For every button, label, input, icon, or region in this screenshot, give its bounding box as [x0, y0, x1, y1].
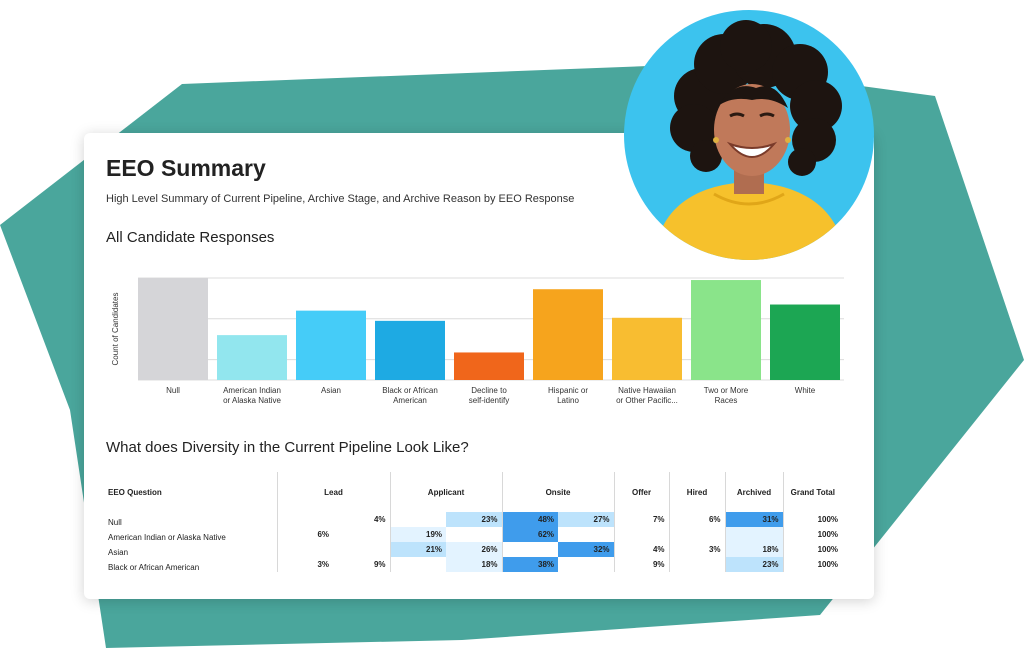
table-cell: 7% [613, 512, 670, 527]
table-cell [276, 512, 333, 527]
table-cell [276, 542, 333, 557]
table-row: Black or African American 3% 9% 18% 38% 9% 23%… [106, 557, 843, 572]
bar-5[interactable] [533, 289, 603, 380]
eeo-summary-card: EEO Summary High Level Summary of Curren… [84, 133, 874, 599]
x-tick-label: American Indian [223, 386, 281, 395]
page-subtitle: High Level Summary of Current Pipeline, … [106, 193, 575, 205]
table-cell [558, 527, 614, 542]
row-label: Black or African American [108, 563, 200, 572]
x-tick-label: Races [715, 396, 738, 405]
table-header-row: EEO Question Lead Applicant Onsite Offer… [106, 472, 843, 512]
table-cell: 3% [668, 542, 726, 557]
bar-7[interactable] [691, 280, 761, 380]
table-row: Null 4% 23% 48% 27% 7% 6% 31% 100% [106, 512, 843, 527]
header-archived: Archived [724, 472, 784, 512]
bar-8[interactable] [770, 304, 840, 380]
bar-4[interactable] [454, 352, 524, 380]
chart-section-title: All Candidate Responses [106, 229, 275, 246]
table-row: American Indian or Alaska Native 6% 19% 62%… [106, 527, 843, 542]
table-cell: 21% [389, 542, 447, 557]
row-label: Null [108, 518, 122, 527]
table-cell: 18% [724, 542, 784, 557]
table-cell: 19% [389, 527, 447, 542]
table-cell [333, 527, 390, 542]
x-tick-label: Latino [557, 396, 579, 405]
x-tick-label: White [795, 386, 816, 395]
row-label: Asian [108, 548, 129, 557]
header-hired: Hired [668, 472, 726, 512]
table-cell: 6% [276, 527, 333, 542]
x-tick-label: or Other Pacific... [616, 396, 678, 405]
x-tick-label: Asian [321, 386, 341, 395]
candidate-photo [624, 10, 874, 260]
x-tick-label: Two or More [704, 386, 749, 395]
header-lead: Lead [276, 472, 391, 512]
x-tick-label: American [393, 396, 427, 405]
table-cell: 32% [558, 542, 615, 557]
table-cell [333, 542, 390, 557]
bar-1[interactable] [217, 335, 287, 380]
x-tick-label: Decline to [471, 386, 507, 395]
header-onsite: Onsite [501, 472, 615, 512]
table-cell [389, 557, 447, 572]
table-cell: 26% [446, 542, 503, 557]
bar-6[interactable] [612, 317, 682, 380]
table-cell: 23% [724, 557, 784, 572]
table-cell: 100% [782, 527, 843, 542]
header-offer: Offer [613, 472, 670, 512]
header-applicant: Applicant [389, 472, 503, 512]
page-title: EEO Summary [106, 155, 266, 181]
table-cell: 100% [782, 512, 843, 527]
table-cell: 38% [501, 557, 559, 572]
table-cell [724, 527, 784, 542]
pipeline-diversity-table: EEO Question Lead Applicant Onsite Offer… [106, 472, 843, 572]
table-cell [501, 542, 559, 557]
x-tick-label: Native Hawaiian [618, 386, 676, 395]
table-cell [558, 557, 614, 572]
table-cell: 23% [446, 512, 503, 527]
table-cell: 100% [782, 557, 843, 572]
table-cell [613, 527, 670, 542]
x-tick-label: self-identify [469, 396, 509, 405]
table-cell: 3% [276, 557, 333, 572]
table-cell: 9% [373, 560, 386, 569]
table-cell: 18% [446, 557, 503, 572]
table-cell: 4% [613, 542, 670, 557]
table-section-title: What does Diversity in the Current Pipel… [106, 439, 469, 456]
table-cell: 48% [501, 512, 559, 527]
x-tick-label: Black or African [382, 386, 438, 395]
header-eeo-question: EEO Question [108, 487, 162, 497]
table-cell: 100% [782, 542, 843, 557]
table-cell [668, 527, 726, 542]
header-grand-total: Grand Total [782, 472, 843, 512]
table-cell: 27% [558, 512, 615, 527]
row-label: American Indian or Alaska Native [108, 533, 226, 542]
table-cell [389, 512, 447, 527]
bar-0[interactable] [138, 278, 208, 380]
x-tick-label: Null [166, 386, 180, 395]
table-cell: 31% [724, 512, 784, 527]
table-row: Asian 21% 26% 32% 4% 3% 18% 100% [106, 542, 843, 557]
table-cell: 62% [501, 527, 559, 542]
bar-3[interactable] [375, 320, 445, 380]
table-cell [668, 557, 726, 572]
x-tick-label: or Alaska Native [223, 396, 281, 405]
table-cell [446, 527, 502, 542]
x-tick-label: Hispanic or [548, 386, 588, 395]
table-cell: 9% [613, 557, 670, 572]
table-cell: 6% [668, 512, 726, 527]
smiling-woman-portrait [624, 10, 874, 260]
candidate-responses-bar-chart: Count of Candidates Null American Indiano… [111, 277, 844, 405]
bar-2[interactable] [296, 310, 366, 380]
table-cell: 4% [373, 515, 386, 524]
y-axis-label: Count of Candidates [111, 293, 120, 366]
